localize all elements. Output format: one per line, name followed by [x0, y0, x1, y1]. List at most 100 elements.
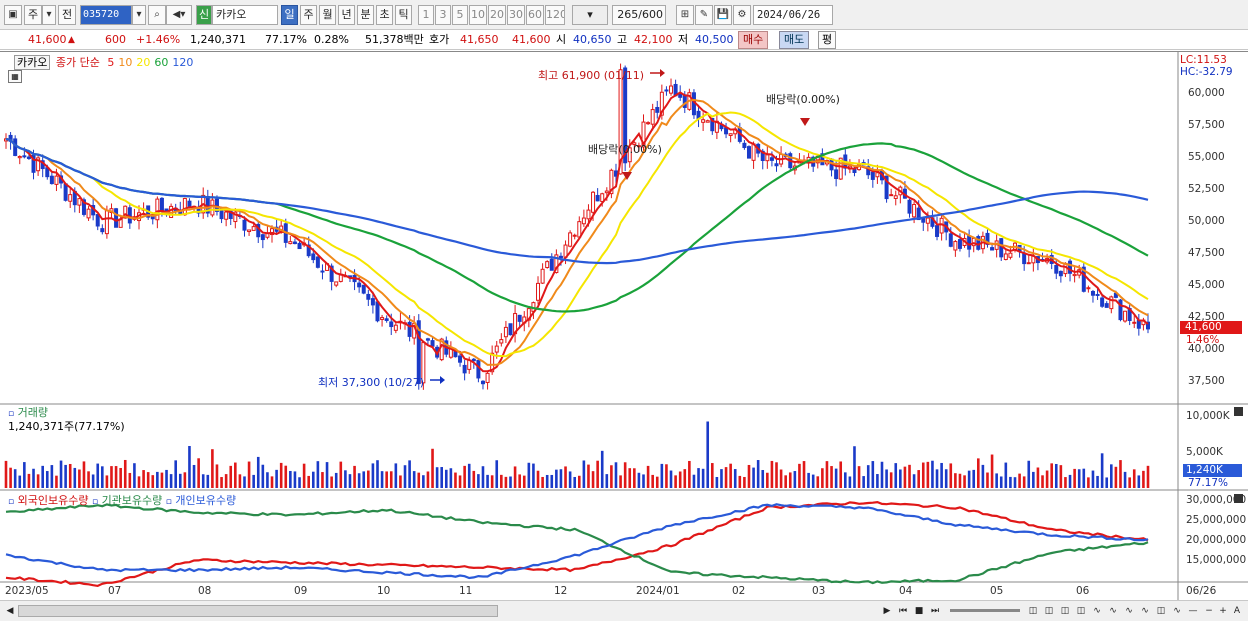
legend-ma-0: 5	[107, 56, 115, 69]
volume-bar	[545, 474, 549, 488]
indicator-icon-5[interactable]: ◫	[1156, 606, 1166, 616]
buy-button[interactable]: 매수	[738, 31, 769, 49]
prev-button[interactable]: 전	[58, 5, 76, 25]
first-icon[interactable]: ⏮	[898, 606, 908, 616]
volume-panel-close-icon[interactable]	[1234, 407, 1243, 416]
ma-line-120	[5, 137, 1149, 265]
candle-body	[701, 119, 706, 123]
calculator-icon[interactable]: ▦	[8, 70, 22, 83]
holdings-panel-close-icon[interactable]	[1234, 494, 1243, 503]
chart-area[interactable]: 카카오 종가 단순 5 10 20 60 120 ▦ 최고 61,900 (01/11)…	[0, 51, 1248, 601]
volume-bar	[454, 472, 457, 488]
avg-button[interactable]: 평	[818, 31, 836, 49]
candle-body	[1100, 297, 1105, 307]
candle-body	[1086, 287, 1091, 290]
speaker-icon[interactable]: ◀▾	[166, 5, 192, 25]
volume-box-icon: ▫	[8, 409, 15, 419]
volume-bar	[710, 463, 714, 488]
count-field[interactable]: 265/600	[612, 5, 666, 25]
volume-bar	[642, 474, 645, 488]
volume-bar	[830, 466, 833, 488]
x-label-3: 09	[294, 585, 308, 597]
stock-name-field[interactable]: 카카오	[212, 5, 278, 25]
indicator-icon-4[interactable]: ∿	[1141, 606, 1149, 616]
stock-code-input[interactable]: 035720	[80, 5, 132, 25]
zoom-out-icon[interactable]: —	[1188, 606, 1198, 616]
turnover: 0.28%	[314, 33, 349, 46]
candle-body	[907, 199, 912, 214]
layout-icon-1[interactable]: ◫	[1028, 606, 1038, 616]
indicator-icon-1[interactable]: ∿	[1093, 606, 1101, 616]
volume-bar	[18, 475, 22, 488]
save-icon[interactable]: 💾	[714, 5, 732, 25]
x-label-6: 12	[554, 585, 568, 597]
candle-body	[1146, 321, 1150, 330]
indicator-icon-6[interactable]: ∿	[1173, 606, 1181, 616]
period-1[interactable]: 주	[300, 5, 317, 25]
plus-icon[interactable]: +	[1219, 606, 1227, 616]
scroll-right-icon[interactable]: ▶	[883, 606, 891, 616]
period-selector[interactable]: 주	[24, 5, 42, 25]
interval-1[interactable]: 3	[435, 5, 451, 25]
volume-bar	[417, 472, 421, 488]
x-end-label: 06/26	[1186, 585, 1217, 597]
legend-ma-3: 60	[154, 56, 169, 69]
period-3[interactable]: 년	[338, 5, 355, 25]
period-2[interactable]: 월	[319, 5, 336, 25]
volume-bar	[550, 474, 554, 488]
candle-body	[568, 232, 573, 247]
search-icon[interactable]: ⌕	[148, 5, 166, 25]
candle-body	[1132, 321, 1137, 324]
volume-bar	[605, 474, 609, 488]
interval-3[interactable]: 10	[469, 5, 487, 25]
volume-bar	[614, 462, 618, 488]
chevron-down-icon[interactable]: ▾	[42, 5, 56, 25]
date-field[interactable]: 2024/06/26	[753, 5, 833, 25]
scroll-left-icon[interactable]: ◀	[6, 606, 14, 616]
gear-icon[interactable]: ⚙	[733, 5, 751, 25]
draw-icon[interactable]: ✎	[695, 5, 713, 25]
volume-bar	[23, 462, 26, 488]
font-icon[interactable]: A	[1233, 606, 1241, 616]
minus-icon[interactable]: −	[1205, 606, 1213, 616]
interval-7[interactable]: 120	[545, 5, 565, 25]
interval-6[interactable]: 60	[526, 5, 544, 25]
interval-4[interactable]: 20	[488, 5, 506, 25]
volume-bar	[940, 462, 943, 488]
volume-bar	[270, 476, 274, 488]
price-tick-3: 52,500	[1188, 183, 1225, 195]
last-icon[interactable]: ⏭	[930, 606, 940, 616]
period-4[interactable]: 분	[357, 5, 374, 25]
sell-button[interactable]: 매도	[779, 31, 810, 49]
layout-icon-3[interactable]: ◫	[1060, 606, 1070, 616]
interval-0[interactable]: 1	[418, 5, 434, 25]
volume-bar	[559, 469, 563, 488]
candle-body	[380, 317, 385, 320]
candle-body	[558, 255, 563, 259]
scroll-thumb[interactable]	[18, 605, 498, 617]
grid-icon[interactable]: ⊞	[676, 5, 694, 25]
candle-body	[114, 208, 119, 228]
layout-icon-2[interactable]: ◫	[1044, 606, 1054, 616]
indicator-icon-2[interactable]: ∿	[1109, 606, 1117, 616]
volume-bar	[674, 475, 677, 488]
unit-dropdown[interactable]: ▾	[572, 5, 608, 25]
price-tick-2: 55,000	[1188, 151, 1225, 163]
interval-5[interactable]: 30	[507, 5, 525, 25]
zoom-slider[interactable]	[950, 609, 1020, 612]
code-dropdown-icon[interactable]: ▾	[132, 5, 146, 25]
volume-bar	[467, 463, 471, 488]
interval-2[interactable]: 5	[452, 5, 468, 25]
period-6[interactable]: 틱	[395, 5, 412, 25]
period-0[interactable]: 일	[281, 5, 298, 25]
scrollbar[interactable]: ◀ ▶ ⏮ ■ ⏭ ◫ ◫ ◫ ◫ ∿ ∿ ∿ ∿ ◫ ∿ — − + A	[0, 600, 1248, 621]
period-5[interactable]: 초	[376, 5, 393, 25]
stop-icon[interactable]: ■	[914, 606, 924, 616]
indicator-icon-3[interactable]: ∿	[1125, 606, 1133, 616]
volume-bar	[68, 463, 72, 488]
candle-body	[247, 229, 252, 233]
layout-icon-4[interactable]: ◫	[1076, 606, 1086, 616]
chart-layout-icon[interactable]: ▣	[4, 5, 22, 25]
candle-body	[912, 204, 917, 218]
candle-body	[916, 207, 921, 221]
